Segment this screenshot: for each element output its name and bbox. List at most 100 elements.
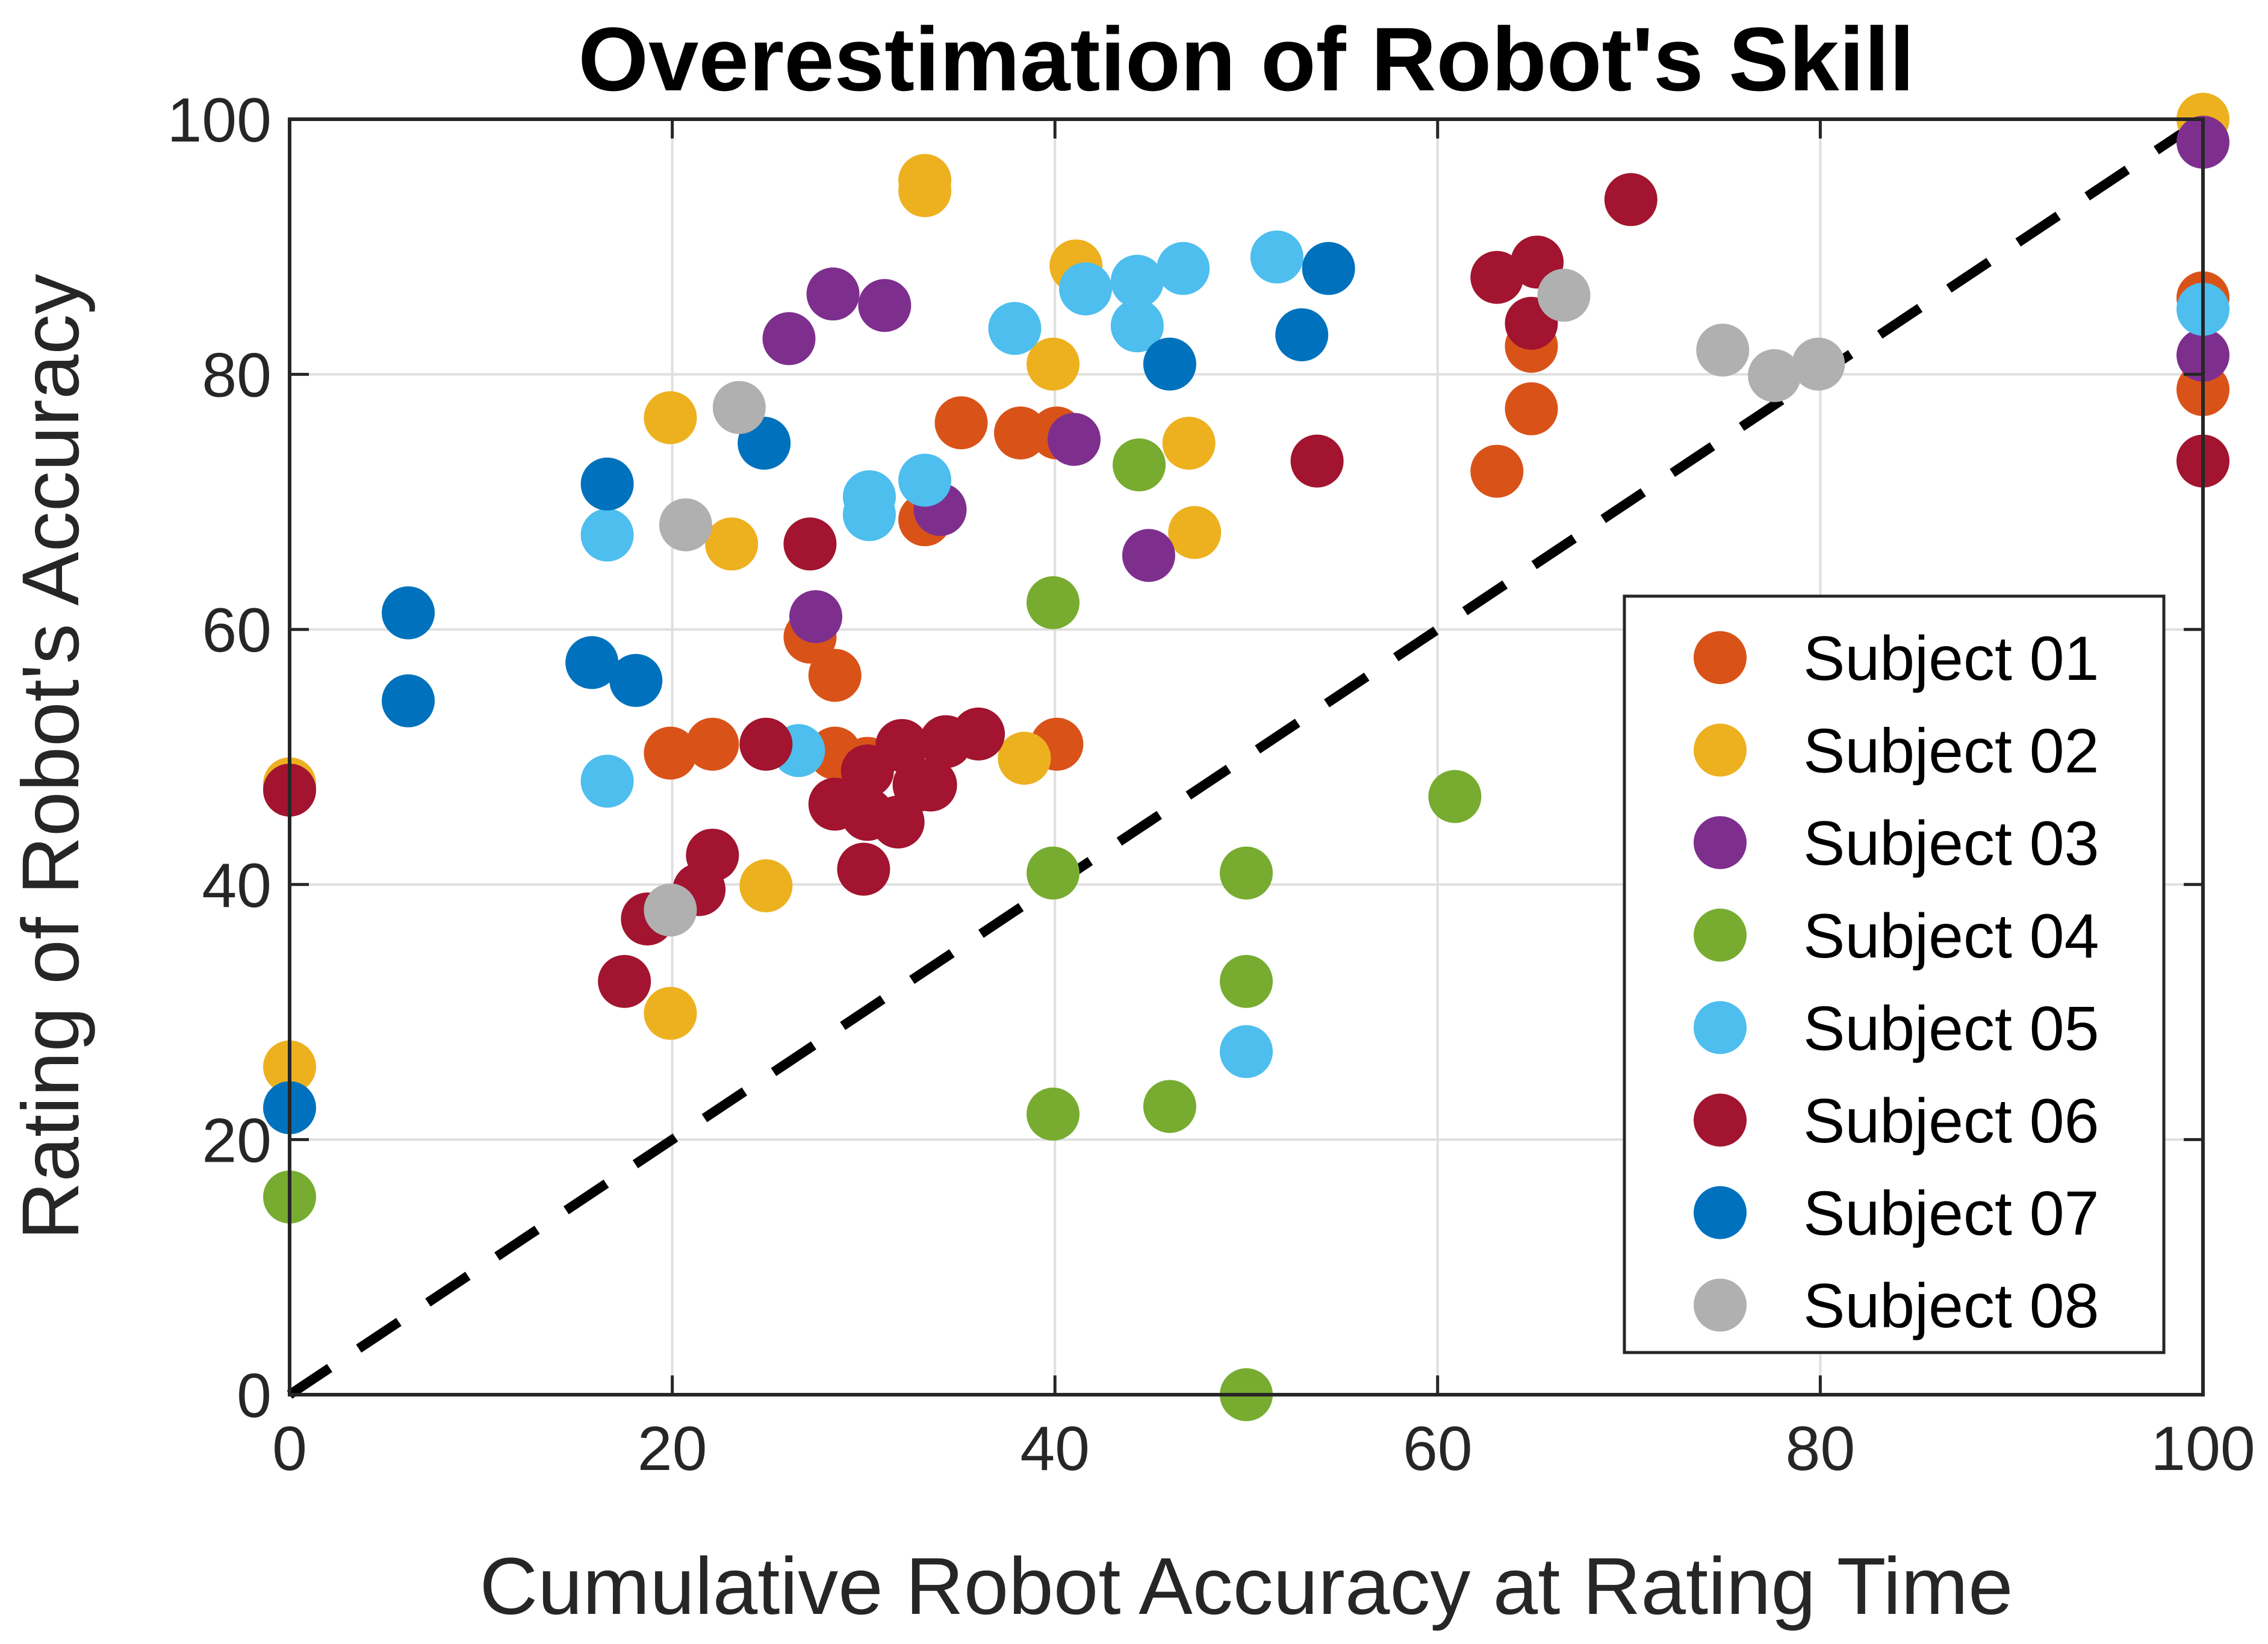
legend-item: Subject 06 bbox=[1694, 1086, 2099, 1156]
y-tick-label: 40 bbox=[202, 851, 272, 921]
data-point bbox=[837, 842, 890, 896]
data-point bbox=[993, 406, 1047, 460]
data-point bbox=[898, 164, 952, 217]
data-point bbox=[1113, 438, 1166, 491]
ticks: 0 20 40 60 80 100 0 20 40 60 80 100 bbox=[167, 86, 2255, 1484]
legend-label: Subject 07 bbox=[1803, 1179, 2099, 1249]
data-point bbox=[840, 744, 894, 798]
legend-item: Subject 04 bbox=[1694, 901, 2099, 971]
data-point bbox=[1428, 770, 1482, 823]
legend-label: Subject 04 bbox=[1803, 901, 2099, 971]
data-point bbox=[1604, 173, 1658, 226]
data-point bbox=[1027, 337, 1080, 391]
x-axis-label: Cumulative Robot Accuracy at Rating Time bbox=[479, 1542, 2013, 1631]
data-point bbox=[644, 391, 697, 444]
series-8 bbox=[644, 269, 1845, 937]
data-point bbox=[1696, 323, 1750, 377]
legend-item: Subject 02 bbox=[1694, 717, 2099, 786]
data-point bbox=[1047, 413, 1101, 466]
data-point bbox=[580, 508, 634, 562]
y-tick-label: 100 bbox=[167, 86, 272, 155]
data-point bbox=[1302, 241, 1355, 295]
data-point bbox=[934, 396, 988, 450]
data-point bbox=[1110, 254, 1164, 308]
y-tick-label: 20 bbox=[202, 1106, 272, 1175]
data-point bbox=[998, 732, 1051, 785]
legend-marker bbox=[1694, 1094, 1747, 1147]
legend-marker bbox=[1694, 723, 1747, 777]
data-point bbox=[644, 986, 697, 1040]
y-axis-label: Rating of Robot's Accuracy bbox=[6, 274, 96, 1241]
series-4 bbox=[263, 438, 1482, 1421]
y-tick-label: 0 bbox=[237, 1361, 272, 1431]
data-point bbox=[1290, 434, 1344, 488]
legend-marker bbox=[1694, 816, 1747, 870]
data-point bbox=[1143, 337, 1196, 391]
data-point bbox=[952, 707, 1005, 761]
legend-label: Subject 06 bbox=[1803, 1086, 2099, 1156]
legend-label: Subject 08 bbox=[1803, 1271, 2099, 1341]
data-point bbox=[382, 674, 435, 727]
x-tick-label: 40 bbox=[1020, 1414, 1090, 1484]
data-point bbox=[789, 590, 842, 644]
chart-title: Overestimation of Robot's Skill bbox=[578, 8, 1914, 110]
data-point bbox=[1505, 382, 1558, 435]
legend-marker bbox=[1694, 631, 1747, 684]
legend-marker bbox=[1694, 1278, 1747, 1332]
y-tick-label: 60 bbox=[202, 596, 272, 665]
legend-marker bbox=[1694, 908, 1747, 962]
data-point bbox=[1792, 337, 1845, 391]
legend-item: Subject 03 bbox=[1694, 809, 2099, 879]
data-point bbox=[609, 653, 663, 707]
x-tick-label: 60 bbox=[1403, 1414, 1473, 1484]
series-7 bbox=[263, 241, 1355, 1135]
data-point bbox=[1143, 1080, 1196, 1133]
legend-label: Subject 01 bbox=[1803, 624, 2099, 694]
legend-item: Subject 07 bbox=[1694, 1179, 2099, 1249]
legend: Subject 01 Subject 02 Subject 03 Subject 04… bbox=[1623, 594, 2166, 1354]
data-point bbox=[1250, 230, 1303, 284]
axes-box bbox=[288, 117, 2205, 1396]
data-point bbox=[382, 586, 435, 640]
legend-label: Subject 05 bbox=[1803, 994, 2099, 1063]
data-point bbox=[808, 649, 862, 702]
data-point bbox=[898, 453, 952, 507]
data-point bbox=[598, 954, 651, 1008]
data-point bbox=[580, 755, 634, 808]
data-point bbox=[1537, 269, 1591, 322]
data-point bbox=[1220, 846, 1273, 900]
x-tick-label: 0 bbox=[272, 1414, 307, 1484]
reference-line-group bbox=[287, 115, 2206, 1399]
legend-marker bbox=[1694, 1186, 1747, 1239]
data-point bbox=[686, 717, 739, 771]
data-point bbox=[806, 267, 860, 321]
data-point bbox=[1027, 576, 1080, 629]
data-point bbox=[1168, 506, 1222, 559]
data-point bbox=[1027, 1088, 1080, 1141]
identity-reference-line bbox=[287, 115, 2206, 1399]
data-point bbox=[644, 883, 697, 937]
data-point bbox=[988, 302, 1042, 355]
data-point bbox=[644, 726, 697, 780]
data-point bbox=[1220, 1025, 1273, 1079]
data-point bbox=[1220, 954, 1273, 1008]
legend-marker bbox=[1694, 1001, 1747, 1054]
data-points bbox=[263, 93, 2229, 1421]
data-point bbox=[1162, 416, 1216, 470]
data-point bbox=[1027, 846, 1080, 900]
x-tick-label: 20 bbox=[638, 1414, 707, 1484]
y-tick-label: 80 bbox=[202, 341, 272, 411]
data-point bbox=[783, 517, 837, 571]
data-point bbox=[1110, 299, 1164, 353]
data-point bbox=[1157, 241, 1210, 295]
data-point bbox=[1122, 529, 1175, 582]
data-point bbox=[705, 517, 759, 571]
data-point bbox=[762, 312, 816, 366]
data-point bbox=[659, 498, 712, 552]
data-point bbox=[1275, 308, 1329, 361]
data-point bbox=[1470, 444, 1524, 498]
legend-item: Subject 01 bbox=[1694, 624, 2099, 694]
data-point bbox=[871, 796, 925, 849]
x-tick-label: 100 bbox=[2151, 1414, 2255, 1484]
